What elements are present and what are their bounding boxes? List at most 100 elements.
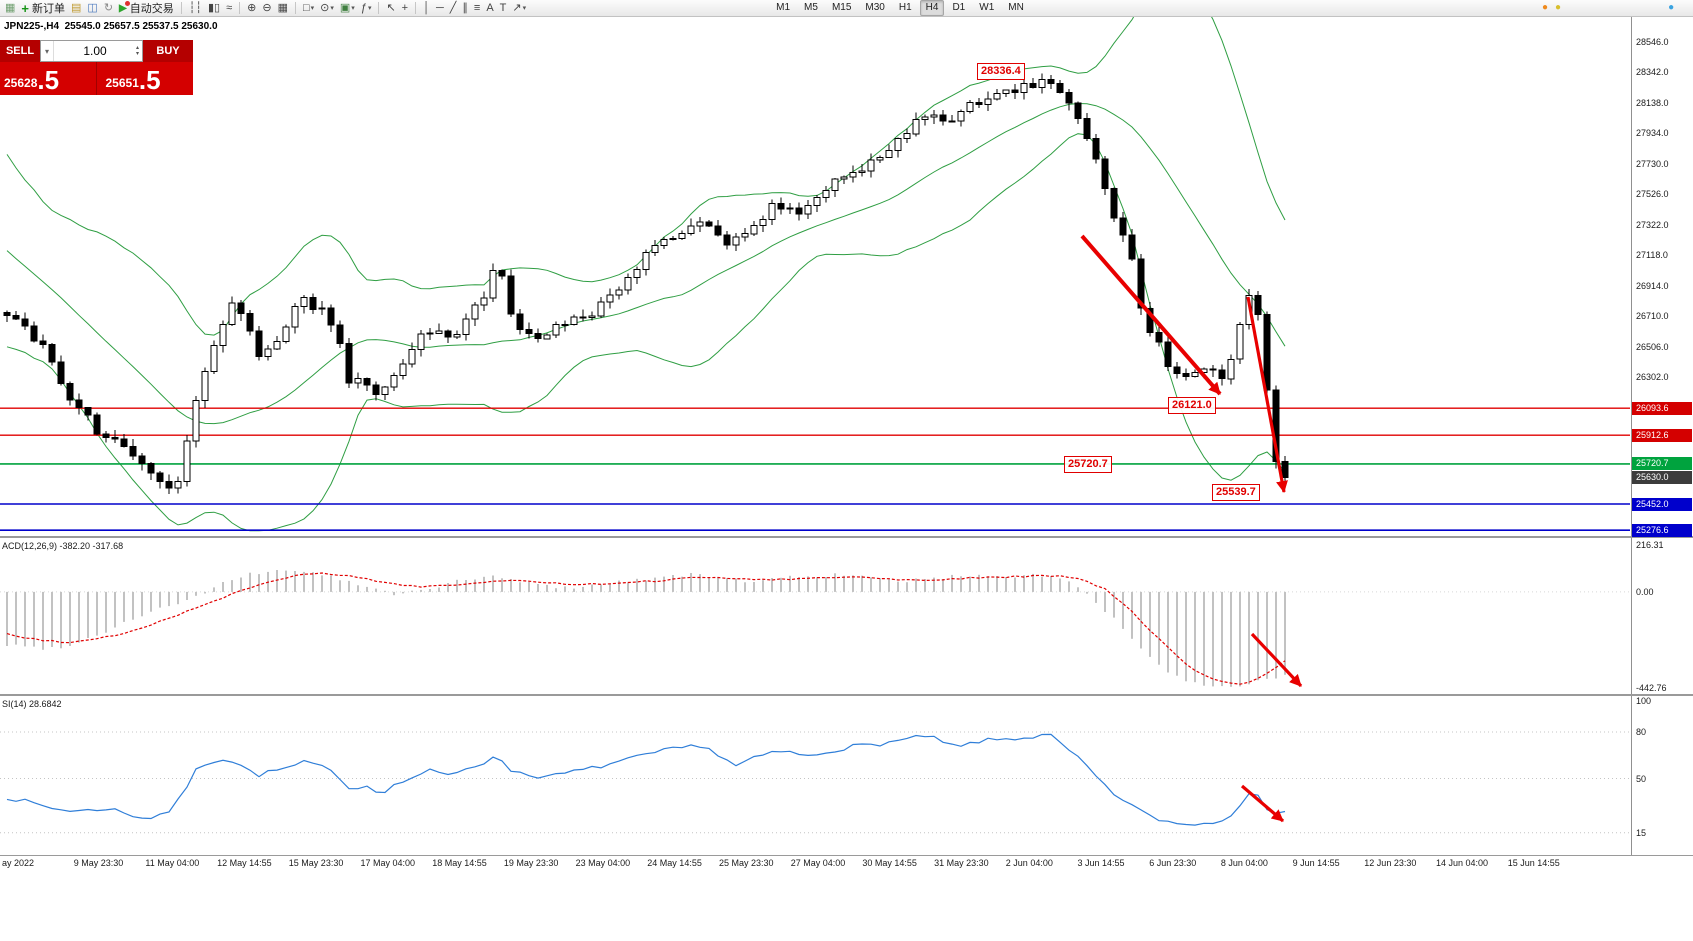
new-chart-icon[interactable]: □ ▾ [300,1,317,16]
price-tick-label: 28546.0 [1636,37,1669,47]
dropdown-caret-icon[interactable]: ▾ [310,5,315,12]
tile-windows-icon[interactable]: ▦ [275,1,291,16]
price-tick-label: 26710.0 [1636,311,1669,322]
price-annotation[interactable]: 26121.0 [1168,397,1216,414]
timeframe-button-M15[interactable]: M15 [831,2,852,13]
channel-icon[interactable]: ∥ [459,1,471,16]
sell-price-main: 25628 [4,76,38,90]
current-price-label: 25630.0 [1632,470,1692,484]
timeframe-button-M1[interactable]: M1 [776,2,791,13]
horizontal-level-lines [0,407,1630,532]
line-chart-icon[interactable]: ≈ [223,1,235,16]
sell-price[interactable]: 25628 .5 [0,62,97,95]
level-price-label: 25452.0 [1632,497,1692,511]
trendline-icon[interactable]: ╱ [447,1,460,16]
buy-button[interactable]: BUY [143,40,193,62]
macd-scale-label: -442.76 [1636,682,1667,693]
time-axis-label: 15 May 23:30 [288,858,344,868]
price-tick-label: 28342.0 [1636,67,1669,78]
time-axis-label: 17 May 04:00 [360,858,416,868]
price-annotation[interactable]: 25539.7 [1212,484,1260,501]
time-axis-label: 15 Jun 14:55 [1507,858,1560,868]
chart-window-icon[interactable]: ▦ [2,1,18,16]
macd-indicator-label: ACD(12,26,9) -382.20 -317.68 [2,541,124,551]
time-axis-label: 3 Jun 14:55 [1077,858,1125,868]
price-tick-label: 27118.0 [1636,250,1668,261]
volume-spinner-icons[interactable]: ▴ ▾ [135,45,139,57]
timeframe-button-H1[interactable]: H1 [898,2,912,13]
price-tick-label: 26302.0 [1636,372,1669,383]
vertical-line-icon[interactable]: │ [420,1,433,16]
bars-chart-icon: ┆┆ [188,1,202,14]
label-icon: T [499,1,507,14]
timeframe-button-MN[interactable]: MN [1008,2,1024,13]
connection-icon[interactable]: ● [1668,2,1675,13]
dropdown-caret-icon[interactable]: ▾ [522,5,527,12]
auto-trading-label: 自动交易 [129,3,174,15]
macd-panel-separator[interactable] [0,536,1693,538]
time-axis-label: 25 May 23:30 [719,858,774,868]
dropdown-caret-icon[interactable]: ▾ [351,5,355,12]
zoom-out-icon[interactable]: ⊖ [259,1,274,16]
timeframe-button-M5[interactable]: M5 [804,2,818,13]
line-chart-icon: ≈ [226,1,233,14]
timeframe-toolbar: M1 M5 M15 M30 H1 H4 D1 W1 MN [769,0,1031,16]
refresh-icon[interactable]: ↻ [101,1,116,16]
template-icon: ▣ [339,1,351,14]
new-order-button[interactable]: + 新订单 [18,1,68,16]
price-annotation[interactable]: 25720.7 [1064,456,1112,473]
dropdown-caret-icon[interactable]: ▾ [330,5,334,12]
profiles-icon[interactable]: ◫ [84,1,100,16]
rsi-indicator-label: SI(14) 28.6842 [2,699,62,709]
volume-dropdown-icon[interactable]: ▾ [41,41,55,61]
time-axis-label: 11 May 04:00 [145,858,200,868]
fibonacci-icon[interactable]: ≡ [471,1,483,16]
time-axis-label: 19 May 23:30 [503,858,559,868]
trendline-icon: ╱ [449,1,457,14]
zoom-in-icon[interactable]: ⊕ [244,1,259,16]
timeframe-button-W1[interactable]: W1 [979,2,995,13]
toolbar-separator [294,2,296,14]
trend-arrows[interactable] [1080,234,1303,823]
channel-icon: ∥ [462,1,468,14]
indicators-icon[interactable]: ƒ ▾ [358,1,375,16]
dropdown-caret-icon[interactable]: ▾ [367,5,372,12]
text-icon[interactable]: A [483,1,496,16]
auto-trading-button[interactable]: ▶ 自动交易 [116,0,177,16]
cursor-icon[interactable]: ↖ [383,1,398,16]
toolbar-separator [239,2,241,14]
time-axis-label: ay 2022 [2,858,35,868]
volume-value[interactable]: 1.00 [83,44,107,58]
rsi-scale-label: 50 [1636,773,1647,784]
timeframe-button-D1[interactable]: D1 [952,2,966,13]
period-icon[interactable]: ⊙ ▾ [317,1,337,16]
bars-chart-icon[interactable]: ┆┆ [186,1,205,16]
label-icon[interactable]: T [497,1,510,16]
crosshair-icon[interactable]: + [399,1,411,16]
rsi-panel-separator[interactable] [0,694,1693,696]
timeframe-button-M30[interactable]: M30 [865,2,885,13]
toolbar-separator [378,2,380,14]
toolbar-group-account: ▤ ◫ ↻ [68,1,116,16]
horizontal-line-icon[interactable]: ─ [433,1,447,16]
mail-icon[interactable]: ● [1555,2,1562,13]
vertical-line-icon: │ [423,1,430,14]
timeframe-button-H4[interactable]: H4 [919,0,945,16]
sell-price-big: .5 [37,65,60,95]
candlestick-chart-icon[interactable]: ▮▯ [205,1,223,16]
time-axis-label: 27 May 04:00 [790,858,846,868]
macd-scale-label: 216.31 [1636,539,1664,550]
price-annotation[interactable]: 28336.4 [977,63,1025,80]
alert-icon[interactable]: ● [1542,2,1549,13]
level-price-label: 25720.7 [1632,457,1692,471]
arrows-icon[interactable]: ↗ ▾ [509,1,529,16]
sell-button[interactable]: SELL [0,40,40,62]
horizontal-line-icon: ─ [435,1,444,14]
rsi-scale-label: 15 [1636,827,1647,838]
autotrade-play-icon: ▶ [119,0,130,16]
template-icon[interactable]: ▣ ▾ [337,1,358,16]
charts-grid-icon[interactable]: ▤ [68,1,84,16]
volume-stepper[interactable]: ▾ 1.00 ▴ ▾ [40,40,143,62]
buy-price[interactable]: 25651 .5 [97,62,194,95]
